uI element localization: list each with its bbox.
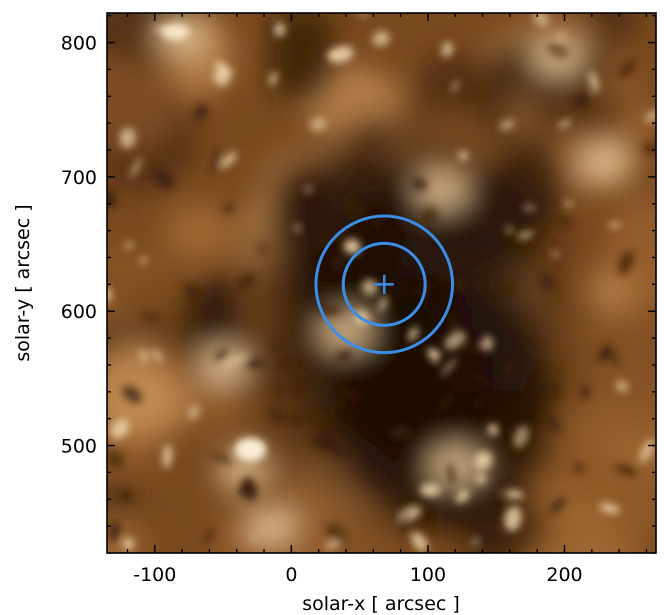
axis-tick-labels: -100 0 100 200 500 600 700 800 <box>61 33 583 586</box>
solar-image <box>107 13 656 553</box>
x-tick-label: -100 <box>133 564 176 586</box>
x-axis-label: solar-x [ arcsec ] <box>302 593 460 615</box>
outer-circle <box>314 214 455 355</box>
x-tick-label: 0 <box>285 564 297 586</box>
target-marker <box>314 214 455 355</box>
y-axis-label: solar-y [ arcsec ] <box>12 204 34 361</box>
inner-circle <box>341 241 427 327</box>
plot-frame <box>106 12 657 554</box>
y-tick-label: 600 <box>61 301 97 323</box>
y-tick-label: 700 <box>61 167 97 189</box>
x-tick-label: 100 <box>410 564 446 586</box>
axis-ticks <box>107 13 656 554</box>
y-tick-label: 800 <box>61 33 97 55</box>
y-tick-label: 500 <box>61 436 97 458</box>
x-tick-label: 200 <box>546 564 582 586</box>
